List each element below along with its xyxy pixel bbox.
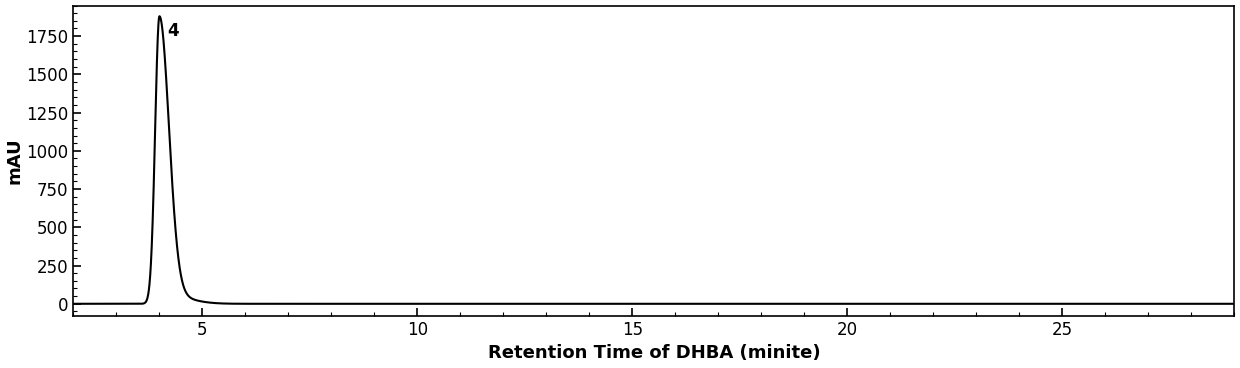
Text: 4: 4	[167, 22, 179, 40]
X-axis label: Retention Time of DHBA (minite): Retention Time of DHBA (minite)	[487, 344, 820, 362]
Y-axis label: mAU: mAU	[5, 138, 24, 184]
